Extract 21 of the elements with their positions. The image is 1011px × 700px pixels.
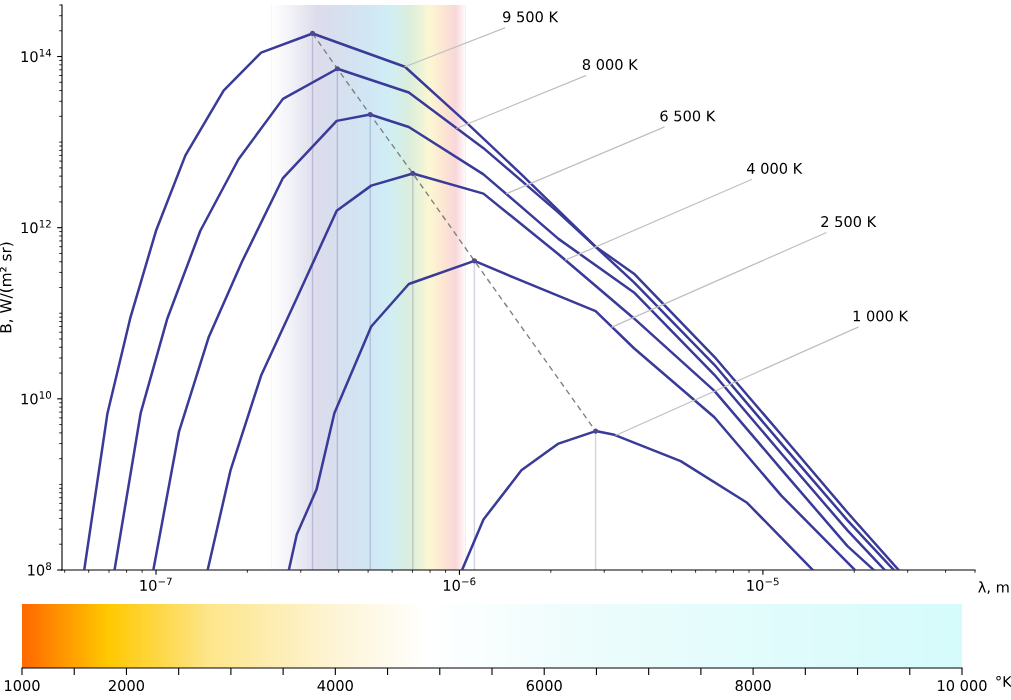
y-tick-label: 10$^{8}$ (28, 562, 52, 576)
annotation: 4 000 K (747, 162, 803, 174)
x-tick-label: 10$^{−5}$ (747, 577, 779, 591)
x-tick-label: 10$^{−6}$ (443, 577, 476, 591)
annotation: 6 500 K (660, 110, 716, 122)
y-axis-title: B, W/(m² sr) (0, 242, 14, 333)
color-bar-label: 2000 (108, 680, 145, 692)
x-tick-label: 10$^{−7}$ (140, 577, 172, 591)
color-bar-label: 10 000 (938, 680, 987, 692)
x-axis-title: λ, m (978, 581, 1009, 595)
y-tick-label: 10$^{10}$ (21, 391, 52, 405)
color-bar-label: 1000 (5, 680, 40, 692)
color-bar-label: 8000 (735, 680, 771, 692)
y-tick-label: 10$^{14}$ (21, 48, 52, 63)
color-bar-label: 4000 (317, 680, 353, 692)
annotation: 2 500 K (821, 216, 877, 228)
color-bar-label: 6000 (526, 680, 562, 692)
annotation: 9 500 K (503, 11, 559, 23)
annotation: 1 000 K (853, 310, 909, 322)
y-tick-label: 10$^{12}$ (21, 219, 51, 234)
annotation: 8 000 K (582, 58, 639, 71)
